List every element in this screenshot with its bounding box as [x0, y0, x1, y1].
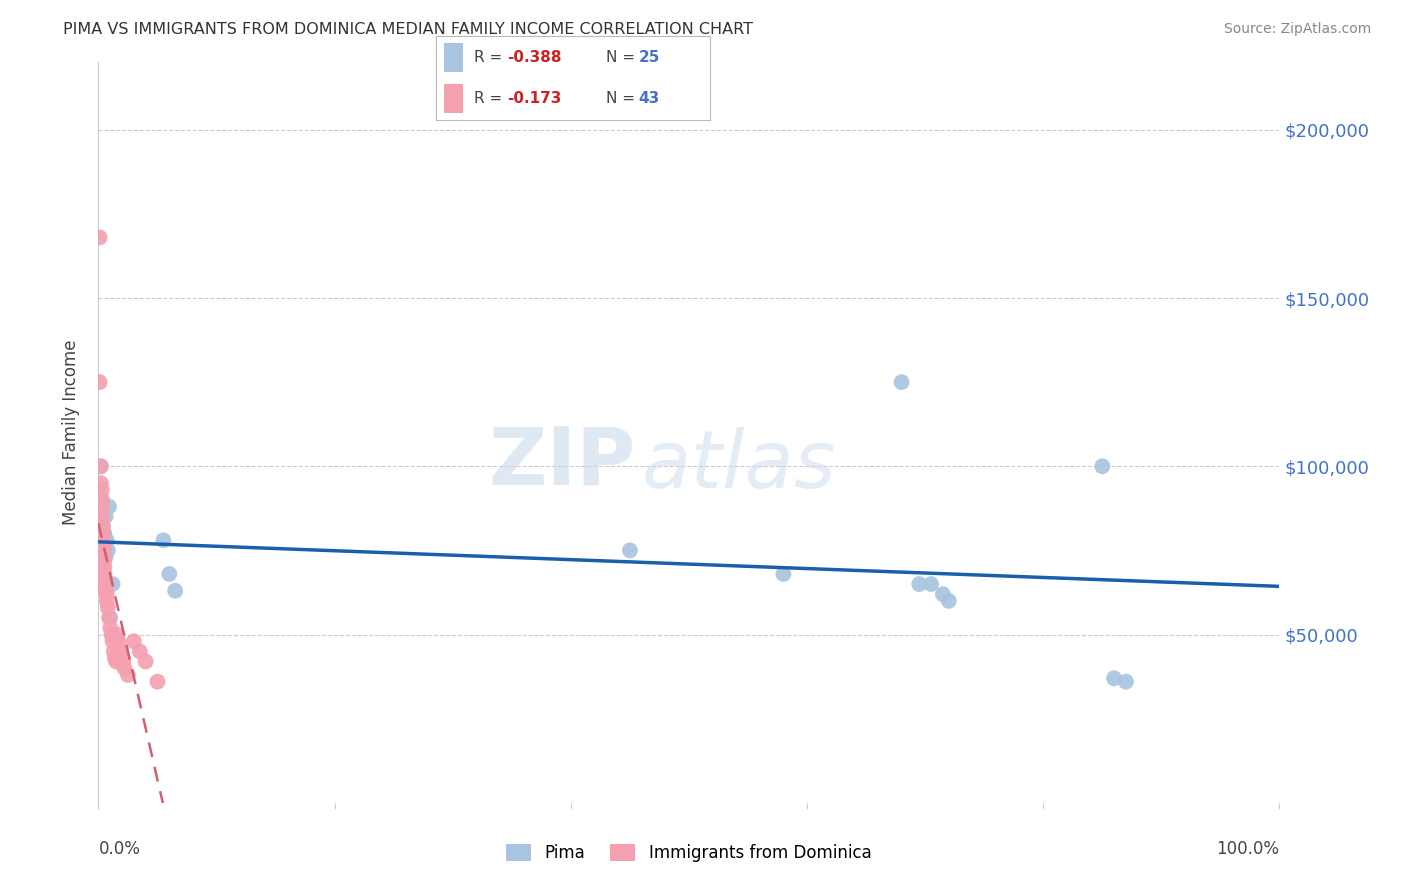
Point	[619, 543, 641, 558]
Point	[938, 594, 960, 608]
Point	[1102, 671, 1125, 685]
Point	[93, 526, 115, 541]
Point	[117, 668, 139, 682]
Text: ZIP: ZIP	[488, 423, 636, 501]
Point	[93, 560, 115, 574]
Text: R =: R =	[474, 50, 502, 65]
Point	[105, 627, 128, 641]
Point	[908, 577, 931, 591]
Point	[112, 661, 135, 675]
Point	[91, 526, 114, 541]
Point	[91, 492, 114, 507]
Point	[94, 577, 117, 591]
Point	[93, 570, 115, 584]
Point	[98, 610, 121, 624]
Point	[146, 674, 169, 689]
Point	[107, 634, 129, 648]
Legend: Pima, Immigrants from Dominica: Pima, Immigrants from Dominica	[499, 837, 879, 869]
Point	[90, 459, 112, 474]
Text: 25: 25	[638, 50, 661, 65]
Point	[135, 655, 157, 669]
Point	[96, 594, 118, 608]
Point	[94, 509, 117, 524]
Text: Source: ZipAtlas.com: Source: ZipAtlas.com	[1223, 22, 1371, 37]
Point	[91, 509, 114, 524]
Point	[96, 533, 118, 548]
Point	[97, 600, 120, 615]
Point	[98, 500, 121, 514]
Y-axis label: Median Family Income: Median Family Income	[62, 340, 80, 525]
Text: N =: N =	[606, 91, 636, 106]
Point	[91, 520, 114, 534]
Point	[90, 476, 112, 491]
Text: -0.173: -0.173	[508, 91, 561, 106]
Point	[91, 533, 114, 548]
Text: 100.0%: 100.0%	[1216, 840, 1279, 858]
Point	[93, 553, 115, 567]
Point	[932, 587, 955, 601]
Point	[1091, 459, 1114, 474]
Point	[110, 644, 132, 658]
Text: R =: R =	[474, 91, 502, 106]
Text: 0.0%: 0.0%	[98, 840, 141, 858]
Point	[1115, 674, 1137, 689]
Point	[91, 500, 114, 514]
Point	[91, 520, 114, 534]
Point	[89, 375, 111, 389]
Text: N =: N =	[606, 50, 636, 65]
Point	[157, 566, 180, 581]
Bar	[444, 44, 464, 72]
Point	[93, 566, 115, 581]
Point	[111, 651, 134, 665]
Point	[105, 655, 128, 669]
Point	[91, 492, 114, 507]
Point	[772, 566, 794, 581]
Text: atlas: atlas	[641, 427, 837, 505]
Point	[101, 634, 124, 648]
Point	[152, 533, 174, 548]
Text: 43: 43	[638, 91, 659, 106]
Point	[100, 627, 122, 641]
Point	[97, 543, 120, 558]
Point	[94, 577, 117, 591]
Point	[103, 644, 125, 658]
Point	[890, 375, 912, 389]
Point	[98, 621, 121, 635]
Point	[104, 651, 127, 665]
Point	[93, 540, 115, 554]
Bar	[444, 84, 464, 112]
Point	[128, 644, 150, 658]
Point	[93, 566, 115, 581]
Point	[89, 230, 111, 244]
Point	[98, 610, 121, 624]
Point	[96, 587, 118, 601]
Point	[112, 655, 135, 669]
Point	[94, 583, 117, 598]
Text: PIMA VS IMMIGRANTS FROM DOMINICA MEDIAN FAMILY INCOME CORRELATION CHART: PIMA VS IMMIGRANTS FROM DOMINICA MEDIAN …	[63, 22, 754, 37]
Point	[165, 583, 187, 598]
Point	[94, 550, 117, 565]
Point	[108, 640, 131, 655]
Point	[91, 483, 114, 497]
Point	[101, 577, 124, 591]
Text: -0.388: -0.388	[508, 50, 561, 65]
Point	[91, 550, 114, 565]
Point	[920, 577, 942, 591]
Point	[94, 574, 117, 588]
Point	[122, 634, 145, 648]
Point	[90, 459, 112, 474]
